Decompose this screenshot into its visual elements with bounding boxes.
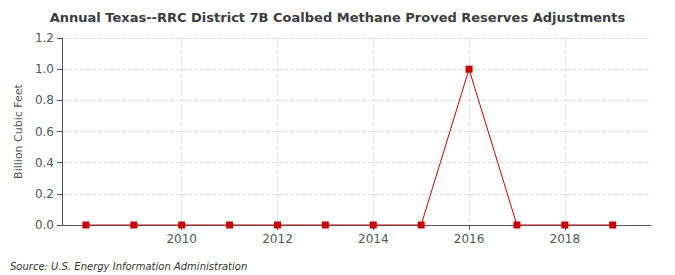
svg-text:0.0: 0.0 (35, 218, 54, 232)
svg-text:2018: 2018 (550, 232, 581, 246)
svg-text:0.2: 0.2 (35, 187, 54, 201)
svg-text:0.4: 0.4 (35, 156, 54, 170)
svg-text:Billion Cubic Feet: Billion Cubic Feet (12, 83, 25, 178)
svg-text:1.0: 1.0 (35, 62, 54, 76)
svg-text:2012: 2012 (262, 232, 293, 246)
svg-text:1.2: 1.2 (35, 31, 54, 45)
svg-text:2014: 2014 (358, 232, 389, 246)
svg-text:2010: 2010 (166, 232, 197, 246)
svg-text:0.6: 0.6 (35, 125, 54, 139)
svg-text:Annual Texas--RRC District 7B: Annual Texas--RRC District 7B Coalbed Me… (50, 10, 626, 25)
svg-text:2016: 2016 (454, 232, 485, 246)
svg-text:Source: U.S. Energy Informatio: Source: U.S. Energy Information Administ… (10, 261, 247, 272)
svg-text:0.8: 0.8 (35, 93, 54, 107)
